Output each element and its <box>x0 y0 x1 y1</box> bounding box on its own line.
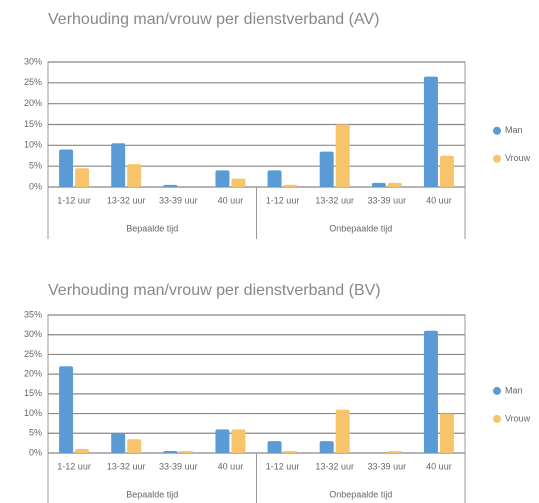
y-tick-label: 30% <box>24 56 42 66</box>
y-tick-label: 30% <box>24 329 42 339</box>
group-label: Bepaalde tijd <box>126 223 178 233</box>
legend-label: Man <box>505 385 523 395</box>
y-tick-label: 10% <box>24 140 42 150</box>
x-tick-label: 13-32 uur <box>107 461 146 471</box>
bar <box>75 449 90 453</box>
bar <box>111 143 126 187</box>
x-tick-label: 33-39 uur <box>368 461 407 471</box>
bar <box>319 151 334 187</box>
bar <box>267 441 282 453</box>
bar <box>335 124 350 187</box>
chart-title: Verhouding man/vrouw per dienstverband (… <box>48 282 381 299</box>
legend-label: Vrouw <box>505 413 531 423</box>
bar <box>319 441 334 453</box>
legend-swatch <box>493 126 501 135</box>
bar <box>127 439 142 453</box>
bar <box>231 178 246 187</box>
group-label: Onbepaalde tijd <box>329 489 392 499</box>
x-tick-label: 40 uur <box>426 195 452 205</box>
x-tick-label: 40 uur <box>426 461 452 471</box>
bar <box>215 429 230 453</box>
bar <box>335 409 350 453</box>
bar <box>231 429 246 453</box>
y-tick-label: 5% <box>29 161 42 171</box>
y-tick-label: 0% <box>29 181 42 191</box>
legend-label: Vrouw <box>505 153 531 163</box>
bar <box>215 170 230 187</box>
bar <box>127 164 142 187</box>
x-tick-label: 33-39 uur <box>159 461 198 471</box>
x-tick-label: 40 uur <box>218 461 244 471</box>
y-tick-label: 20% <box>24 369 42 379</box>
bar <box>59 366 74 453</box>
bar <box>283 184 298 187</box>
x-tick-label: 1-12 uur <box>57 195 91 205</box>
bar <box>179 451 194 453</box>
bar <box>387 182 402 187</box>
bar <box>423 330 438 453</box>
legend-swatch <box>493 154 501 163</box>
bar <box>111 433 126 453</box>
y-tick-label: 25% <box>24 349 42 359</box>
bar <box>267 170 282 187</box>
y-tick-label: 10% <box>24 408 42 418</box>
x-tick-label: 33-39 uur <box>368 195 407 205</box>
bar <box>439 155 454 187</box>
y-tick-label: 35% <box>24 309 42 319</box>
plot-area <box>47 314 466 454</box>
chart-title: Verhouding man/vrouw per dienstverband (… <box>48 11 379 28</box>
bar <box>163 451 178 453</box>
legend-swatch <box>493 386 501 395</box>
x-tick-label: 40 uur <box>218 195 244 205</box>
bar <box>283 451 298 453</box>
x-tick-label: 1-12 uur <box>266 195 300 205</box>
y-tick-label: 15% <box>24 119 42 129</box>
group-label: Onbepaalde tijd <box>329 223 392 233</box>
x-tick-label: 13-32 uur <box>107 195 146 205</box>
x-tick-label: 13-32 uur <box>315 195 354 205</box>
x-tick-label: 1-12 uur <box>266 461 300 471</box>
y-tick-label: 25% <box>24 77 42 87</box>
y-tick-label: 20% <box>24 98 42 108</box>
bar <box>371 182 386 187</box>
x-tick-label: 13-32 uur <box>315 461 354 471</box>
y-tick-label: 0% <box>29 447 42 457</box>
bar <box>75 168 90 187</box>
bar <box>439 413 454 453</box>
bar <box>387 451 402 453</box>
legend-swatch <box>493 414 501 423</box>
legend-label: Man <box>505 125 523 135</box>
x-tick-label: 33-39 uur <box>159 195 198 205</box>
y-tick-label: 5% <box>29 428 42 438</box>
bar <box>163 184 178 187</box>
bar <box>423 76 438 187</box>
x-tick-label: 1-12 uur <box>57 461 91 471</box>
group-label: Bepaalde tijd <box>126 489 178 499</box>
bar <box>59 149 74 187</box>
y-tick-label: 15% <box>24 388 42 398</box>
